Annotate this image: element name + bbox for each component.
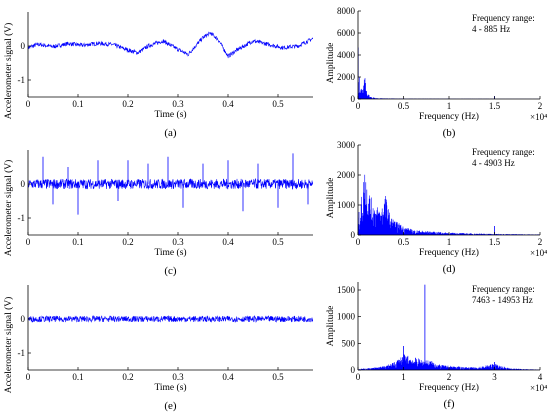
- frequency-range-value: 7463 - 14953 Hz: [472, 295, 533, 305]
- x-axis-label: Frequency (Hz): [419, 247, 479, 258]
- x-tick-label: 0: [356, 101, 361, 111]
- y-tick-label: 8000: [337, 6, 356, 16]
- frequency-range-label: Frequency range:: [472, 284, 535, 294]
- series-c: [28, 153, 313, 215]
- frequency-range-label: Frequency range:: [472, 147, 535, 157]
- x-multiplier: ×10⁴: [530, 112, 547, 122]
- panel-caption: (f): [444, 398, 455, 410]
- y-axis-label: Amplitude: [326, 178, 336, 219]
- x-axis-label: Frequency (Hz): [419, 111, 479, 122]
- x-tick-label: 2: [538, 101, 543, 111]
- x-tick-label: 3: [492, 372, 497, 382]
- x-tick-label: 0.4: [222, 237, 234, 247]
- y-axis-label: Accelerometer signal (V): [3, 23, 14, 120]
- x-tick-label: 0.1: [72, 99, 83, 109]
- y-tick-label: 2000: [337, 170, 356, 180]
- x-tick-label: 0.5: [272, 99, 284, 109]
- x-tick-label: 1.5: [489, 237, 501, 247]
- x-tick-label: 0.3: [172, 237, 184, 247]
- series-b: [358, 47, 540, 99]
- frequency-range-value: 4 - 4903 Hz: [472, 158, 515, 168]
- series-e: [28, 315, 313, 323]
- y-tick-label: -1: [18, 213, 26, 223]
- y-tick-label: 500: [342, 338, 356, 348]
- signal-trace: [28, 177, 313, 190]
- x-tick-label: 0.2: [122, 237, 133, 247]
- x-tick-label: 2: [538, 237, 543, 247]
- y-tick-label: 1000: [337, 200, 356, 210]
- panel-c: 0 0.1 0.2 0.3 0.4 0.5 -1 0 Time (s) Accelerometer…: [3, 150, 313, 277]
- signal-trace: [28, 31, 313, 59]
- x-tick-label: 1: [401, 372, 406, 382]
- x-tick-label: 0: [26, 99, 31, 109]
- panel-caption: (e): [164, 400, 177, 412]
- x-axis-label: Time (s): [154, 247, 186, 258]
- panel-caption: (d): [443, 263, 456, 275]
- y-tick-label: 0: [351, 94, 356, 104]
- x-tick-label: 0.5: [272, 372, 284, 382]
- x-axis-label: Frequency (Hz): [419, 382, 479, 393]
- panel-caption: (c): [164, 265, 177, 277]
- signal-trace: [28, 315, 313, 323]
- panel-caption: (a): [164, 127, 177, 139]
- x-multiplier: ×10⁴: [530, 383, 547, 393]
- x-tick-label: 1.5: [489, 101, 501, 111]
- y-tick-label: 0: [21, 314, 26, 324]
- y-tick-label: 3000: [337, 140, 356, 150]
- x-tick-label: 0.5: [398, 237, 410, 247]
- y-tick-label: 4000: [337, 50, 356, 60]
- y-axis-label: Accelerometer signal (V): [3, 297, 14, 394]
- x-tick-label: 0: [26, 372, 31, 382]
- x-tick-label: 0.2: [122, 99, 133, 109]
- x-tick-label: 0: [356, 237, 361, 247]
- panel-caption: (b): [443, 127, 456, 139]
- series-a: [28, 31, 313, 59]
- frequency-range-value: 4 - 885 Hz: [472, 24, 510, 34]
- x-tick-label: 4: [538, 372, 543, 382]
- x-tick-label: 0.4: [222, 99, 234, 109]
- x-tick-label: 0.5: [272, 237, 284, 247]
- x-axis-label: Time (s): [154, 109, 186, 120]
- frequency-range-label: Frequency range:: [472, 13, 535, 23]
- y-tick-label: 6000: [337, 28, 356, 38]
- spectrum-trace: [358, 47, 540, 99]
- y-tick-label: 0: [21, 179, 26, 189]
- y-tick-label: 1500: [337, 285, 356, 295]
- x-tick-label: 1: [447, 101, 452, 111]
- y-axis-label: Accelerometer signal (V): [3, 160, 14, 257]
- x-tick-label: 0.4: [222, 372, 234, 382]
- x-multiplier: ×10⁴: [530, 248, 547, 258]
- y-tick-label: -1: [18, 348, 26, 358]
- x-tick-label: 0.5: [398, 101, 410, 111]
- y-tick-label: 0: [351, 230, 356, 240]
- x-tick-label: 0.3: [172, 372, 184, 382]
- x-tick-label: 0.1: [72, 372, 83, 382]
- y-tick-label: 1000: [337, 312, 356, 322]
- x-tick-label: 0.3: [172, 99, 184, 109]
- panel-a: 0 0.1 0.2 0.3 0.4 0.5 -1 0 Time (s) Accelerometer…: [3, 12, 313, 139]
- panel-f: 0 1 2 3 4 0 500 1000 1500 Frequency (Hz) Amplitude…: [326, 282, 547, 410]
- y-tick-label: 0: [21, 41, 26, 51]
- series-d: [358, 174, 540, 235]
- x-tick-label: 2: [447, 372, 452, 382]
- y-axis-label: Amplitude: [326, 43, 336, 84]
- x-tick-label: 0.1: [72, 237, 83, 247]
- y-tick-label: 0: [351, 365, 356, 375]
- y-tick-label: 2000: [337, 72, 356, 82]
- y-tick-label: -1: [18, 75, 26, 85]
- panel-e: 0 0.1 0.2 0.3 0.4 0.5 -1 0 Time (s) Accelerometer…: [3, 285, 313, 412]
- spectrum-trace: [358, 174, 540, 235]
- panel-b: 0 0.5 1 1.5 2 0 2000 4000 6000 8000 Frequency (Hz)…: [326, 6, 547, 139]
- panel-d: 0 0.5 1 1.5 2 0 1000 2000 3000 Frequency (Hz) Ampl…: [326, 140, 547, 275]
- x-tick-label: 1: [447, 237, 452, 247]
- x-tick-label: 0: [26, 237, 31, 247]
- x-tick-label: 0.2: [122, 372, 133, 382]
- x-axis-label: Time (s): [154, 382, 186, 393]
- x-tick-label: 0: [356, 372, 361, 382]
- y-axis-label: Amplitude: [326, 306, 336, 347]
